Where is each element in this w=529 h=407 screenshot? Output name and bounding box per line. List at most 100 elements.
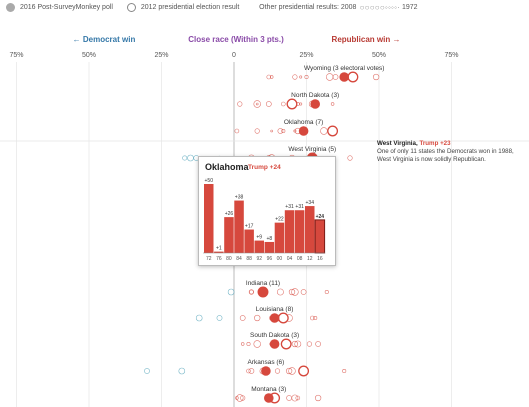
x-tick-label: 0 [232, 52, 236, 59]
x-tick-label: 75% [444, 52, 458, 59]
bar-category-label: 96 [267, 256, 273, 262]
west-virginia-annotation: West Virginia, Trump +23 One of only 11 … [377, 140, 523, 164]
history-dem-marker [178, 367, 186, 375]
annotation-title: West Virginia, [377, 140, 418, 147]
history-result-marker [254, 314, 261, 322]
bar [224, 217, 234, 253]
history-result-marker [299, 102, 303, 106]
history-result-marker [299, 75, 303, 79]
poll-legend-swatch [6, 3, 15, 12]
bar [314, 219, 326, 254]
election-2012-marker [347, 71, 359, 83]
bar-category-label: 16 [317, 256, 323, 262]
state-label: West Virginia (5) [288, 146, 336, 153]
bar-category-label: 76 [216, 256, 222, 262]
election-2012-marker [298, 365, 310, 377]
bar-value-label: +9 [256, 235, 262, 241]
bar-category-label: 84 [236, 256, 242, 262]
bar-value-label: +50 [205, 178, 214, 184]
bar-value-label: +31 [285, 204, 294, 210]
history-result-marker [234, 128, 240, 134]
tooltip-bar-chart: +50 72 +1 76 +26 80 +38 84 +17 88 +9 92 +8 96 +22 00 +31… [203, 178, 326, 262]
bar-category-label: 08 [297, 256, 303, 262]
poll-2016-marker [269, 313, 280, 323]
history-result-marker [294, 340, 302, 348]
bar-value-label: +38 [235, 195, 244, 201]
bar [294, 210, 305, 253]
bar [234, 200, 244, 253]
history-result-marker [281, 128, 286, 134]
history-result-marker [324, 289, 329, 295]
bar-category-label: 80 [226, 256, 232, 262]
history-dem-marker [187, 154, 194, 162]
bar-value-label: +1 [216, 246, 222, 252]
history-result-marker [246, 368, 251, 374]
state-label: South Dakota (3) [250, 332, 299, 339]
history-result-marker [306, 341, 312, 347]
history-result-marker [236, 394, 244, 402]
bar-value-label: +22 [275, 217, 284, 223]
history-result-marker [253, 100, 261, 108]
history-result-marker [320, 127, 328, 135]
election-2012-marker [286, 98, 298, 110]
poll-2016-marker [339, 72, 350, 82]
history-result-marker [300, 289, 307, 295]
state-label: Indiana (11) [246, 280, 280, 287]
bar-category-label: 04 [287, 256, 293, 262]
republican-win-header: Republican win → [332, 35, 401, 44]
democrat-win-header: ← Democrat win [73, 35, 136, 44]
state-label: Arkansas (6) [247, 359, 284, 366]
history-result-marker [291, 340, 299, 348]
poll-2016-marker [264, 393, 274, 403]
legend-history-circles: ○ ○ ○ ○ ○ ◦ ◦ ◦ ◦ · [358, 3, 401, 12]
history-result-marker [266, 74, 272, 80]
election-legend-swatch [126, 3, 136, 12]
history-result-marker [237, 101, 243, 107]
tooltip-title: Oklahoma [205, 162, 249, 172]
bar [305, 206, 315, 253]
history-result-marker [304, 74, 309, 80]
history-result-marker [274, 368, 281, 374]
bar-value-label: +24 [316, 214, 325, 220]
history-result-marker [313, 315, 318, 321]
history-result-marker [309, 315, 315, 321]
history-result-marker [293, 129, 297, 133]
bar-category-label: 00 [277, 256, 283, 262]
legend: 2016 Post-SurveyMonkey poll 2012 preside… [6, 3, 418, 17]
bar [264, 241, 275, 253]
legend-election-label: 2012 presidential election result [140, 4, 240, 11]
poll-2016-marker [298, 126, 309, 136]
legend-poll-label: 2016 Post-SurveyMonkey poll [19, 4, 113, 11]
history-result-marker [277, 128, 284, 134]
history-result-marker [269, 75, 274, 79]
history-result-marker [270, 129, 274, 133]
x-tick-label: 75% [9, 52, 23, 59]
election-2012-marker [327, 125, 339, 137]
history-result-marker [288, 367, 296, 375]
history-result-marker [253, 340, 261, 348]
history-result-marker [347, 155, 353, 161]
history-dem-marker [227, 288, 235, 296]
state-label: Louisiana (8) [256, 306, 294, 313]
history-result-marker [288, 288, 296, 296]
history-result-marker [315, 341, 321, 347]
poll-2016-marker [310, 99, 321, 109]
legend-other-end-label: 1972 [401, 4, 418, 11]
bar [244, 229, 254, 253]
bar [254, 240, 264, 253]
state-label: North Dakota (3) [291, 92, 339, 99]
election-2012-marker [277, 312, 289, 324]
tooltip-subtitle: Trump +24 [248, 164, 281, 171]
state-label: Wyoming (3 electoral votes) [304, 65, 385, 72]
history-result-marker [239, 315, 246, 321]
bar-value-label: +34 [306, 200, 315, 206]
history-result-marker [265, 101, 272, 107]
bar-value-label: +17 [245, 224, 254, 230]
history-result-marker [240, 342, 245, 346]
history-result-marker [254, 128, 260, 134]
close-race-header: Close race (Within 3 pts.) [188, 35, 284, 44]
x-tick-label: 50% [82, 52, 96, 59]
history-result-marker [235, 396, 239, 400]
history-result-marker [291, 288, 299, 296]
annotation-result: Trump +23 [419, 140, 451, 147]
